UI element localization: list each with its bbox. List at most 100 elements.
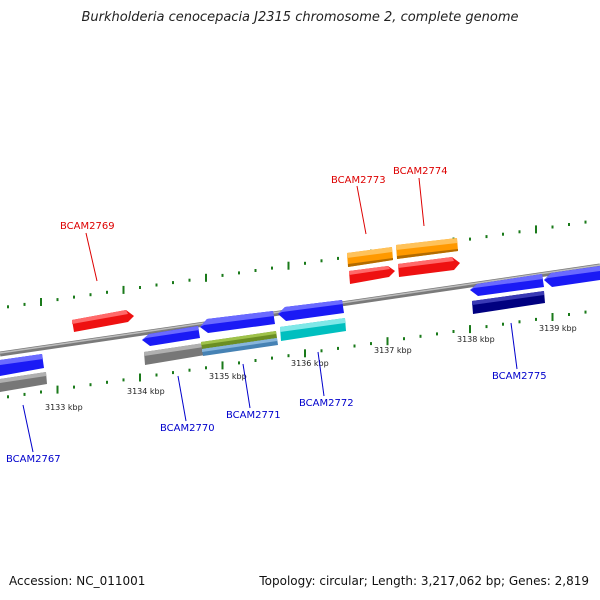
- minor-tick: [320, 349, 323, 353]
- minor-tick: [40, 390, 42, 394]
- minor-tick: [584, 310, 587, 314]
- minor-tick: [139, 286, 141, 289]
- minor-tick: [89, 383, 92, 387]
- minor-tick: [73, 295, 75, 299]
- scale-label: 3134 kbp: [127, 387, 165, 396]
- major-tick: [535, 225, 537, 234]
- scale-label: 3137 kbp: [374, 346, 412, 355]
- minor-tick: [502, 322, 504, 326]
- minor-tick: [73, 385, 75, 389]
- minor-tick: [238, 361, 240, 365]
- minor-tick: [205, 366, 207, 370]
- gene-box-gray-mid[interactable]: [144, 343, 205, 365]
- gene-box-orange-1[interactable]: [347, 247, 393, 267]
- minor-tick: [584, 220, 587, 224]
- minor-tick: [254, 359, 257, 362]
- gene-arrow-bcam2775[interactable]: [470, 274, 544, 296]
- minor-tick: [485, 325, 488, 329]
- minor-tick: [551, 225, 554, 229]
- minor-tick: [106, 290, 108, 294]
- gene-arrow-bcam2773[interactable]: [349, 266, 395, 284]
- minor-tick: [304, 261, 306, 265]
- lower-tick-track: [7, 310, 587, 399]
- upper-tick-track: [7, 220, 587, 309]
- minor-tick: [419, 334, 422, 338]
- major-tick: [205, 273, 207, 282]
- minor-tick: [89, 293, 92, 297]
- gene-label-bcam2775[interactable]: BCAM2775: [492, 371, 547, 382]
- major-tick: [122, 285, 125, 294]
- minor-tick: [172, 371, 174, 375]
- minor-tick: [106, 380, 108, 384]
- minor-tick: [122, 378, 125, 382]
- gene-arrow-bcam2770[interactable]: [142, 326, 200, 346]
- minor-tick: [155, 283, 158, 287]
- minor-tick: [337, 256, 339, 260]
- gene-box-steelblue[interactable]: [202, 338, 278, 356]
- scale-label: 3133 kbp: [45, 403, 83, 412]
- minor-tick: [221, 273, 224, 277]
- major-tick: [386, 337, 389, 346]
- major-tick: [287, 261, 290, 270]
- gene-label-bcam2769[interactable]: BCAM2769: [60, 221, 115, 232]
- minor-tick: [502, 232, 504, 236]
- minor-tick: [337, 346, 339, 350]
- scale-label: 3139 kbp: [539, 324, 577, 333]
- gene-box-olive[interactable]: [201, 331, 277, 349]
- scale-label: 3138 kbp: [457, 335, 495, 344]
- gene-label-bcam2774[interactable]: BCAM2774: [393, 166, 448, 177]
- major-tick: [40, 298, 42, 306]
- gene-label-bcam2773[interactable]: BCAM2773: [331, 175, 386, 186]
- gene-label-bcam2771[interactable]: BCAM2771: [226, 410, 281, 421]
- minor-tick: [7, 395, 9, 399]
- gene-arrow-bcam2774[interactable]: [398, 257, 460, 277]
- major-tick: [551, 313, 554, 321]
- minor-tick: [287, 354, 290, 358]
- major-tick: [304, 349, 306, 358]
- reverse-strand-genes: [0, 266, 600, 392]
- gene-box-navy[interactable]: [472, 291, 545, 314]
- gene-arrow-bcam2771[interactable]: [200, 311, 275, 333]
- minor-tick: [452, 330, 455, 333]
- scale-label: 3135 kbp: [209, 372, 247, 381]
- minor-tick: [568, 313, 570, 316]
- gene-box-gray-left[interactable]: [0, 372, 47, 392]
- gene-label-bcam2770[interactable]: BCAM2770: [160, 423, 215, 434]
- minor-tick: [403, 337, 405, 341]
- minor-tick: [188, 278, 191, 282]
- major-tick: [139, 373, 141, 382]
- gene-arrow-bcam2767[interactable]: [0, 354, 44, 376]
- minor-tick: [56, 298, 59, 302]
- gene-box-cyan[interactable]: [280, 318, 346, 341]
- minor-tick: [469, 237, 471, 241]
- gene-arrow-bcam2769[interactable]: [72, 310, 134, 332]
- gene-labels: BCAM2767 BCAM2769 BCAM2770 BCAM2771 BCAM…: [6, 166, 547, 465]
- minor-tick: [23, 302, 26, 306]
- forward-strand-genes: [72, 238, 460, 332]
- minor-tick: [353, 344, 356, 348]
- topology-summary: Topology: circular; Length: 3,217,062 bp…: [259, 574, 589, 588]
- minor-tick: [238, 271, 240, 275]
- minor-tick: [271, 266, 273, 270]
- major-tick: [221, 361, 224, 370]
- minor-tick: [535, 317, 537, 321]
- gene-box-orange-2[interactable]: [396, 238, 458, 259]
- gene-arrow-bcam2772[interactable]: [278, 300, 344, 321]
- minor-tick: [320, 259, 323, 263]
- gene-label-bcam2767[interactable]: BCAM2767: [6, 454, 61, 465]
- label-leader-lines: [22, 177, 518, 453]
- minor-tick: [23, 392, 26, 396]
- minor-tick: [254, 269, 257, 272]
- accession-text: Accession: NC_011001: [9, 574, 146, 588]
- gene-arrow-right-edge[interactable]: [544, 266, 600, 287]
- major-tick: [469, 325, 471, 334]
- minor-tick: [188, 368, 191, 372]
- minor-tick: [172, 281, 174, 285]
- scale-labels: 3133 kbp 3134 kbp 3135 kbp 3136 kbp 3137…: [45, 324, 577, 412]
- minor-tick: [155, 373, 158, 377]
- gene-label-bcam2772[interactable]: BCAM2772: [299, 398, 354, 409]
- major-tick: [56, 385, 59, 394]
- minor-tick: [518, 320, 521, 324]
- minor-tick: [7, 305, 9, 309]
